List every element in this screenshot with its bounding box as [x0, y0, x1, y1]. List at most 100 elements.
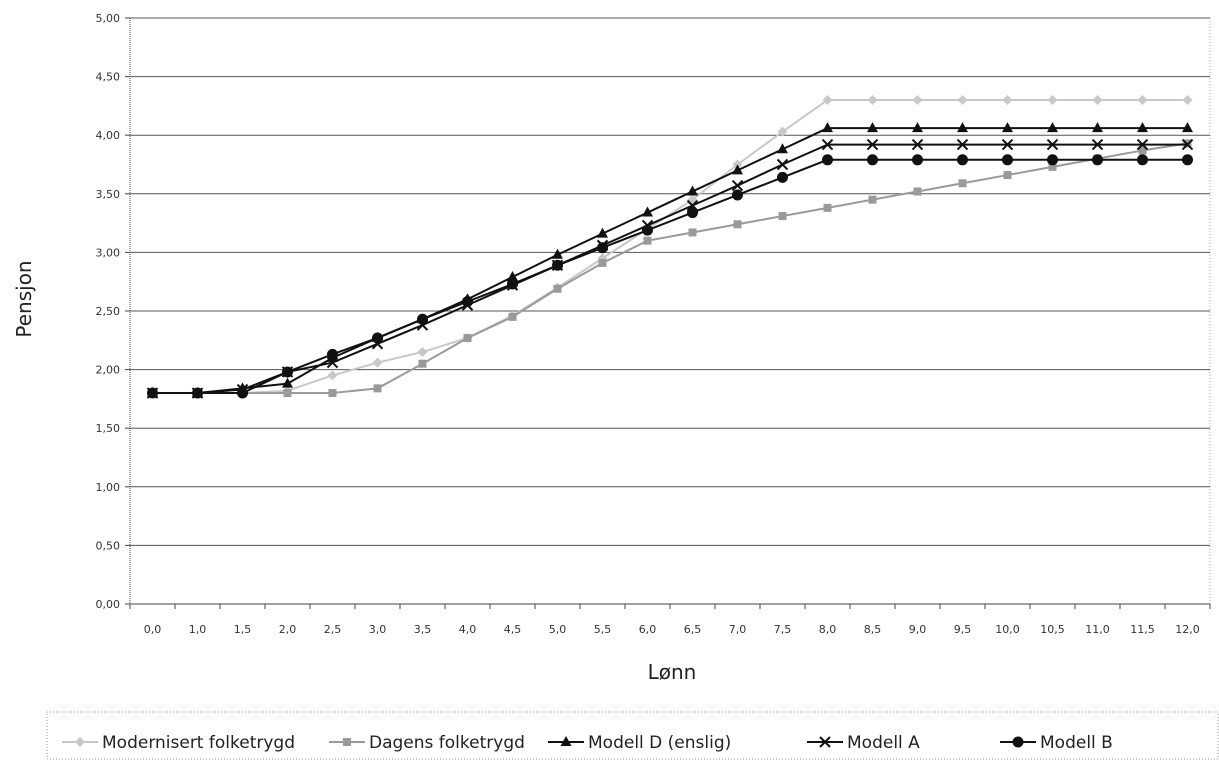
legend-marker: [560, 736, 572, 746]
legend-label: Modernisert folketrygd: [102, 733, 295, 753]
legend-label: Dagens folketrygd: [369, 733, 525, 753]
x-marker-stroke: [911, 138, 924, 151]
legend-marker: [1012, 736, 1024, 748]
data-point: [1002, 95, 1013, 106]
x-tick-label: 4,5: [504, 623, 522, 636]
data-point: [1092, 154, 1103, 166]
x-tick-label: 1,0: [189, 623, 207, 636]
data-point: [732, 189, 743, 201]
x-tick-label: 6,5: [684, 623, 702, 636]
data-point: [956, 138, 969, 151]
x-marker-stroke: [776, 158, 789, 171]
data-point: [1047, 95, 1058, 106]
data-point: [417, 347, 428, 358]
series-2: [148, 139, 1192, 398]
x-tick-label: 12,0: [1175, 623, 1200, 636]
x-tick-label: 7,0: [729, 623, 747, 636]
x-marker-stroke: [821, 138, 834, 151]
data-point: [823, 203, 832, 212]
data-point: [643, 236, 652, 245]
legend-label: Modell B: [1040, 733, 1113, 753]
data-point: [912, 154, 923, 166]
data-point: [733, 220, 742, 229]
data-point: [688, 228, 697, 237]
x-tick-label: 8,5: [864, 623, 882, 636]
x-tick-label: 2,0: [279, 623, 297, 636]
data-point: [1182, 95, 1193, 106]
data-point: [1002, 122, 1013, 133]
data-point: [687, 207, 698, 219]
data-point: [777, 126, 788, 137]
x-marker-stroke: [956, 138, 969, 151]
data-point: [911, 138, 924, 151]
x-tick-label: 2,5: [324, 623, 342, 636]
gridlines: [130, 17, 1211, 604]
data-point: [731, 179, 744, 192]
data-point: [597, 227, 608, 238]
data-point: [776, 158, 789, 171]
data-point: [912, 95, 923, 106]
x-tick-label: 9,0: [909, 623, 927, 636]
x-marker-stroke: [819, 736, 831, 748]
series-layer: [146, 95, 1194, 399]
data-point: [866, 138, 879, 151]
data-point: [283, 389, 292, 398]
data-point: [462, 296, 473, 308]
axes: 0,000,501,001,502,002,503,003,504,004,50…: [96, 12, 1211, 636]
x-tick-label: 4,0: [459, 623, 477, 636]
data-point: [1137, 95, 1148, 106]
series-line: [152, 99, 1188, 395]
legend-label: Modell A: [847, 733, 920, 753]
data-point: [1091, 138, 1104, 151]
data-point: [1001, 138, 1014, 151]
y-tick-label: 4,00: [96, 129, 121, 142]
data-point: [822, 95, 833, 106]
data-point: [1092, 95, 1103, 106]
x-tick-label: 6,0: [639, 623, 657, 636]
data-point: [1181, 138, 1194, 151]
data-point: [373, 384, 382, 393]
x-tick-label: 8,0: [819, 623, 837, 636]
data-point: [147, 387, 158, 399]
legend-item: Dagens folketrygd: [329, 733, 525, 753]
series-line: [152, 142, 1188, 395]
x-marker-stroke: [731, 179, 744, 192]
legend-item: Modell D (enslig): [548, 733, 731, 753]
series-line: [152, 127, 1188, 395]
y-tick-label: 1,50: [96, 422, 121, 435]
data-point: [372, 357, 383, 368]
data-point: [778, 212, 787, 221]
x-tick-label: 9,5: [954, 623, 972, 636]
x-tick-label: 11,0: [1085, 623, 1110, 636]
x-tick-label: 5,5: [594, 623, 612, 636]
data-point: [327, 348, 338, 360]
data-point: [1002, 154, 1013, 166]
data-point: [1048, 162, 1057, 171]
data-point: [508, 312, 517, 321]
x-tick-label: 0,0: [144, 623, 162, 636]
y-axis-title: Pensjon: [12, 260, 36, 337]
data-point: [913, 187, 922, 196]
y-tick-label: 2,50: [96, 305, 121, 318]
data-point: [777, 143, 788, 154]
x-marker-stroke: [1181, 138, 1194, 151]
y-tick-label: 0,00: [96, 598, 121, 611]
data-point: [957, 154, 968, 166]
x-tick-label: 7,5: [774, 623, 792, 636]
x-tick-label: 3,5: [414, 623, 432, 636]
data-point: [957, 122, 968, 133]
data-point: [1046, 138, 1059, 151]
y-tick-label: 5,00: [96, 12, 121, 25]
data-point: [192, 387, 203, 399]
x-axis-title: Lønn: [648, 660, 697, 684]
x-tick-label: 10,0: [995, 623, 1020, 636]
data-point: [417, 313, 428, 325]
x-tick-label: 5,0: [549, 623, 567, 636]
data-point: [642, 206, 653, 217]
y-tick-label: 2,00: [96, 364, 121, 377]
series-1: [147, 95, 1193, 399]
y-tick-label: 0,50: [96, 539, 121, 552]
data-point: [1182, 154, 1193, 166]
data-point: [777, 171, 788, 183]
